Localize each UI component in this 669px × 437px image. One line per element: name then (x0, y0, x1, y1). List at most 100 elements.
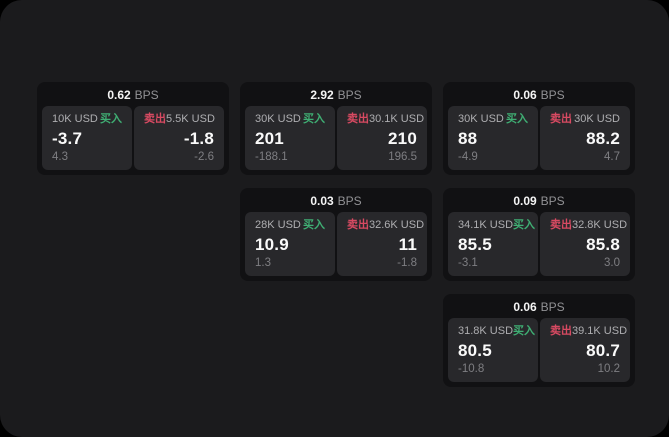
buy-change: -4.9 (458, 150, 478, 163)
buy-panel-top-row: 10K USD 买入 (52, 114, 122, 125)
bps-unit-label: BPS (337, 193, 362, 208)
bps-value: 0.06 (513, 87, 537, 102)
sell-amount: 32.8K USD (572, 219, 628, 231)
buy-price: 201 (255, 128, 284, 148)
sell-panel[interactable]: 卖出 32.6K USD 11 -1.8 (337, 212, 427, 276)
sell-amount: 32.6K USD (369, 219, 425, 231)
buy-panel[interactable]: 28K USD 买入 10.9 1.3 (245, 212, 335, 276)
sell-panel[interactable]: 卖出 30K USD 88.2 4.7 (540, 106, 630, 170)
buy-panel[interactable]: 30K USD 买入 88 -4.9 (448, 106, 538, 170)
buy-change: -10.8 (458, 362, 485, 375)
sell-price: 11 (398, 234, 417, 254)
buy-price: 85.5 (458, 234, 492, 254)
buy-price: 80.5 (458, 340, 492, 360)
buy-panel[interactable]: 34.1K USD 买入 85.5 -3.1 (448, 212, 538, 276)
sell-panel-top-row: 卖出 39.1K USD (550, 325, 627, 337)
panels-row: 28K USD 买入 10.9 1.3 卖出 32.6K USD 11 -1.8 (240, 209, 432, 281)
panels-row: 10K USD 买入 -3.7 4.3 卖出 5.5K USD -1.8 -2.… (37, 103, 229, 175)
buy-side-label: 买入 (506, 113, 528, 125)
bps-unit-label: BPS (540, 87, 565, 102)
sell-panel[interactable]: 卖出 30.1K USD 210 196.5 (337, 106, 427, 170)
quote-card[interactable]: 0.03 BPS 28K USD 买入 10.9 1.3 卖出 32.6K US… (240, 188, 432, 281)
panels-row: 30K USD 买入 201 -188.1 卖出 30.1K USD 210 1… (240, 103, 432, 175)
sell-change: 196.5 (388, 150, 417, 163)
card-header: 0.03 BPS (240, 188, 432, 209)
sell-side-label: 卖出 (347, 113, 369, 125)
buy-panel[interactable]: 30K USD 买入 201 -188.1 (245, 106, 335, 170)
buy-panel-top-row: 30K USD 买入 (255, 114, 325, 125)
buy-price: -3.7 (52, 128, 83, 148)
bps-value: 0.06 (513, 299, 537, 314)
bps-value: 0.03 (310, 193, 334, 208)
sell-panel[interactable]: 卖出 39.1K USD 80.7 10.2 (540, 318, 630, 382)
bps-unit-label: BPS (540, 193, 565, 208)
buy-amount: 31.8K USD (458, 325, 514, 337)
card-header: 0.62 BPS (37, 82, 229, 103)
sell-panel-top-row: 卖出 30K USD (550, 114, 620, 125)
card-header: 0.06 BPS (443, 294, 635, 315)
sell-change: 4.7 (604, 150, 620, 163)
buy-amount: 30K USD (255, 113, 301, 125)
sell-price: 210 (388, 128, 417, 148)
quote-card[interactable]: 0.62 BPS 10K USD 买入 -3.7 4.3 卖出 5.5K USD… (37, 82, 229, 175)
buy-side-label: 买入 (513, 219, 536, 231)
sell-amount: 39.1K USD (572, 325, 628, 337)
buy-side-label: 买入 (100, 113, 122, 125)
sell-change: -2.6 (194, 150, 214, 163)
sell-panel-top-row: 卖出 5.5K USD (144, 113, 215, 125)
buy-amount: 34.1K USD (458, 219, 514, 231)
sell-price: -1.8 (183, 128, 214, 148)
sell-panel-top-row: 卖出 30.1K USD (347, 113, 424, 125)
sell-side-label: 卖出 (347, 219, 369, 231)
sell-amount: 30.1K USD (369, 113, 425, 125)
panels-row: 30K USD 买入 88 -4.9 卖出 30K USD 88.2 4.7 (443, 103, 635, 175)
sell-panel[interactable]: 卖出 5.5K USD -1.8 -2.6 (134, 106, 224, 170)
bps-value: 0.62 (107, 87, 131, 102)
buy-price: 10.9 (255, 234, 289, 254)
buy-change: 1.3 (255, 256, 271, 269)
sell-panel[interactable]: 卖出 32.8K USD 85.8 3.0 (540, 212, 630, 276)
sell-change: 10.2 (597, 362, 620, 375)
buy-change: -3.1 (458, 256, 478, 269)
sell-amount: 5.5K USD (166, 113, 215, 125)
sell-change: 3.0 (604, 256, 620, 269)
sell-amount: 30K USD (574, 113, 620, 125)
sell-side-label: 卖出 (550, 113, 572, 125)
sell-side-label: 卖出 (550, 219, 572, 231)
buy-amount: 10K USD (52, 113, 98, 125)
quote-card[interactable]: 0.06 BPS 30K USD 买入 88 -4.9 卖出 30K USD 8… (443, 82, 635, 175)
sell-price: 80.7 (586, 340, 620, 360)
quote-card[interactable]: 0.09 BPS 34.1K USD 买入 85.5 -3.1 卖出 32.8K… (443, 188, 635, 281)
sell-panel-top-row: 卖出 32.6K USD (347, 219, 424, 231)
buy-change: -188.1 (255, 150, 288, 163)
bps-value: 2.92 (310, 87, 334, 102)
quote-card[interactable]: 2.92 BPS 30K USD 买入 201 -188.1 卖出 30.1K … (240, 82, 432, 175)
panels-row: 34.1K USD 买入 85.5 -3.1 卖出 32.8K USD 85.8… (443, 209, 635, 281)
bps-unit-label: BPS (134, 87, 159, 102)
sell-change: -1.8 (397, 256, 417, 269)
sell-price: 88.2 (586, 128, 620, 148)
buy-panel[interactable]: 10K USD 买入 -3.7 4.3 (42, 106, 132, 170)
buy-panel-top-row: 28K USD 买入 (255, 220, 325, 231)
buy-panel-top-row: 34.1K USD 买入 (458, 219, 535, 231)
panels-row: 31.8K USD 买入 80.5 -10.8 卖出 39.1K USD 80.… (443, 315, 635, 387)
buy-side-label: 买入 (513, 325, 536, 337)
buy-panel-top-row: 31.8K USD 买入 (458, 325, 535, 337)
buy-panel[interactable]: 31.8K USD 买入 80.5 -10.8 (448, 318, 538, 382)
sell-price: 85.8 (586, 234, 620, 254)
card-header: 0.06 BPS (443, 82, 635, 103)
buy-amount: 28K USD (255, 219, 301, 231)
quote-card[interactable]: 0.06 BPS 31.8K USD 买入 80.5 -10.8 卖出 39.1… (443, 294, 635, 387)
bps-unit-label: BPS (337, 87, 362, 102)
cards-grid: 0.62 BPS 10K USD 买入 -3.7 4.3 卖出 5.5K USD… (37, 82, 635, 387)
buy-change: 4.3 (52, 150, 68, 163)
sell-panel-top-row: 卖出 32.8K USD (550, 219, 627, 231)
sell-side-label: 卖出 (144, 113, 166, 125)
sell-side-label: 卖出 (550, 325, 572, 337)
buy-price: 88 (458, 128, 478, 148)
bps-unit-label: BPS (540, 299, 565, 314)
card-header: 2.92 BPS (240, 82, 432, 103)
card-header: 0.09 BPS (443, 188, 635, 209)
buy-side-label: 买入 (303, 113, 325, 125)
